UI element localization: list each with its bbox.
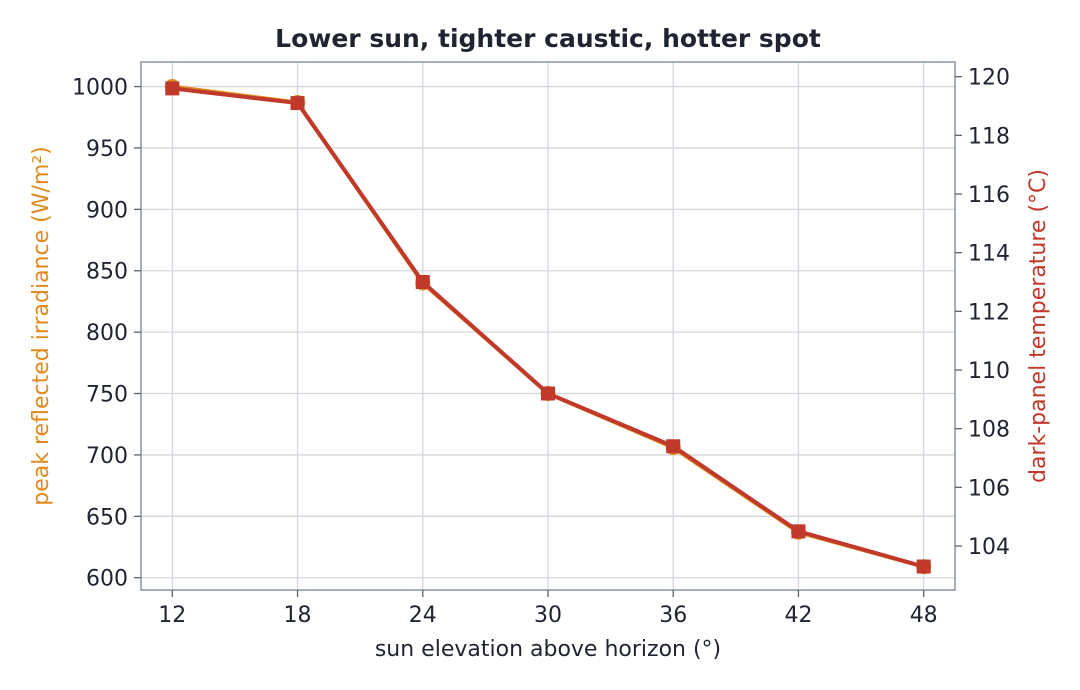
y-right-tick-label: 116 [968,183,1010,208]
series-right-axis [165,81,931,574]
y-right-tick-label: 108 [968,418,1010,443]
y-right-tick-label: 118 [968,124,1010,149]
y-right-tick-label: 104 [968,535,1010,560]
y-left-tick-label: 650 [86,505,128,530]
y-right-tick-label: 120 [968,66,1010,91]
data-point-square [415,275,430,289]
x-tick-label: 48 [910,603,938,628]
x-tick-label: 24 [409,603,437,628]
y-left-tick-label: 750 [86,383,128,408]
data-point-square [541,386,555,401]
y-left-tick-label: 800 [86,321,128,346]
y-right-tick-label: 106 [968,476,1010,501]
x-tick-label: 18 [284,603,312,628]
x-tick-label: 36 [659,603,687,628]
data-point-square [165,81,180,96]
y-right-tick-label: 112 [968,300,1010,325]
y-right-tick-label: 114 [968,242,1010,267]
y-left-axis-label: peak reflected irradiance (W/m²) [29,146,54,505]
y-left-tick-label: 1000 [72,76,128,101]
data-point-square [916,559,931,574]
y-left-tick-label: 900 [86,198,128,223]
y-right-tick-label: 110 [968,359,1010,384]
x-tick-label: 30 [534,603,562,628]
axis-ticks: 12 18 24 30 36 42 48 600 650 700 750 800 850 900 950 10… [72,66,1010,628]
x-tick-label: 42 [784,603,812,628]
data-point-square [290,96,305,111]
y-right-axis-label: dark-panel temperature (°C) [1026,169,1051,483]
chart-title: Lower sun, tighter caustic, hotter spot [275,24,821,53]
grid [141,62,955,590]
x-axis-label: sun elevation above horizon (°) [375,637,721,662]
data-point-square [666,439,681,454]
data-point-square [791,524,806,539]
x-tick-label: 12 [158,603,186,628]
y-left-tick-label: 850 [86,260,128,285]
y-left-tick-label: 600 [86,567,128,592]
y-left-tick-label: 700 [86,444,128,469]
y-left-tick-label: 950 [86,137,128,162]
series-layer [164,79,932,575]
